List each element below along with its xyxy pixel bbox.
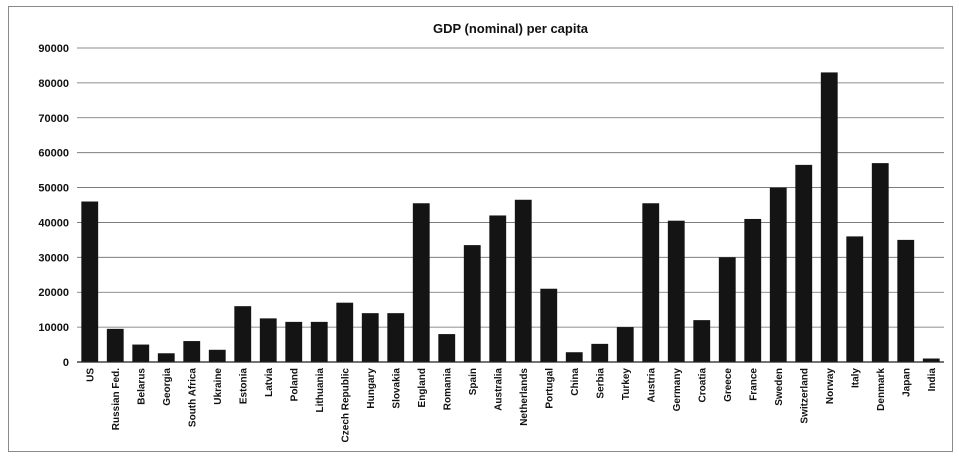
y-tick-label: 50000 (38, 183, 69, 195)
x-category-label: France (748, 368, 759, 401)
x-category-label: Spain (468, 368, 479, 395)
bar-estonia (234, 306, 252, 362)
bar-england (412, 203, 430, 362)
bars (81, 72, 940, 362)
bar-spain (463, 245, 481, 362)
bar-greece (718, 257, 736, 362)
x-category-label: Russian Fed. (111, 368, 122, 430)
y-tick-label: 70000 (38, 113, 69, 125)
bar-poland (285, 321, 303, 362)
bar-france (744, 218, 762, 362)
x-category-label: Germany (672, 368, 683, 412)
x-category-label: Latvia (264, 368, 275, 397)
x-category-label: Norway (825, 368, 836, 405)
bar-latvia (259, 318, 277, 362)
y-tick-label: 0 (63, 357, 69, 369)
x-category-label: England (417, 368, 428, 407)
x-category-label: Sweden (774, 368, 785, 406)
x-category-label: Ukraine (213, 368, 224, 405)
bar-lithuania (310, 321, 328, 362)
x-axis-labels: US Russian Fed. Belarus Georgia South Africa… (85, 368, 938, 443)
bar-sweden (769, 187, 787, 362)
bar-serbia (591, 343, 609, 362)
bar-slovakia (387, 313, 405, 362)
x-category-label: South Africa (187, 368, 198, 428)
bar-china (565, 352, 583, 362)
y-tick-label: 30000 (38, 252, 69, 264)
bar-romania (438, 334, 456, 362)
y-tick-label: 80000 (38, 78, 69, 90)
y-tick-label: 40000 (38, 217, 69, 229)
x-category-label: India (927, 368, 938, 392)
x-category-label: Japan (901, 368, 912, 397)
bar-turkey (616, 327, 634, 362)
bar-croatia (693, 320, 711, 362)
bar-switzerland (795, 164, 813, 362)
x-category-label: Greece (723, 368, 734, 402)
x-category-label: Georgia (162, 368, 173, 406)
bar-ukraine (208, 349, 226, 362)
y-tick-label: 60000 (38, 148, 69, 160)
bar-portugal (540, 288, 558, 362)
x-category-label: Hungary (366, 368, 377, 409)
x-category-label: Lithuania (315, 368, 326, 413)
bar-japan (897, 239, 915, 362)
x-category-label: Serbia (595, 368, 606, 399)
bar-india (922, 358, 940, 362)
bar-us (81, 201, 99, 362)
x-category-label: Poland (289, 368, 300, 401)
y-axis-ticks: 0 10000 20000 30000 40000 50000 60000 70000 8000… (38, 43, 69, 369)
x-category-label: Switzerland (799, 368, 810, 424)
chart-frame: GDP (nominal) per capita 0 10000 20000 3000… (8, 6, 953, 452)
chart-title: GDP (nominal) per capita (433, 21, 589, 36)
bar-italy (846, 236, 864, 362)
x-category-label: Czech Republic (340, 368, 351, 443)
x-category-label: Slovakia (391, 368, 402, 409)
bar-czech-republic (336, 302, 354, 362)
x-category-label: Portugal (544, 368, 555, 409)
y-tick-label: 90000 (38, 43, 69, 55)
bar-belarus (132, 344, 150, 362)
bar-netherlands (514, 199, 532, 362)
bar-germany (667, 220, 685, 362)
x-category-label: Belarus (136, 368, 147, 405)
gdp-bar-chart: GDP (nominal) per capita 0 10000 20000 3000… (38, 21, 944, 443)
gridlines (77, 47, 944, 328)
x-category-label: Australia (493, 368, 504, 411)
bar-australia (489, 215, 507, 362)
x-category-label: Croatia (697, 368, 708, 403)
bar-russian-fed (106, 328, 124, 362)
bar-denmark (871, 163, 889, 362)
x-category-label: Estonia (238, 368, 249, 405)
y-tick-label: 20000 (38, 287, 69, 299)
bar-georgia (157, 353, 175, 362)
bar-norway (820, 72, 838, 362)
x-category-label: Turkey (621, 368, 632, 400)
bar-austria (642, 203, 660, 362)
bar-hungary (361, 313, 379, 362)
x-category-label: Austria (646, 368, 657, 403)
x-category-label: US (85, 368, 96, 382)
y-tick-label: 10000 (38, 322, 69, 334)
x-category-label: Romania (442, 368, 453, 411)
x-category-label: China (570, 368, 581, 396)
x-category-label: Netherlands (519, 368, 530, 426)
x-category-label: Denmark (876, 368, 887, 411)
bar-south-africa (183, 341, 201, 362)
x-category-label: Italy (850, 368, 861, 388)
